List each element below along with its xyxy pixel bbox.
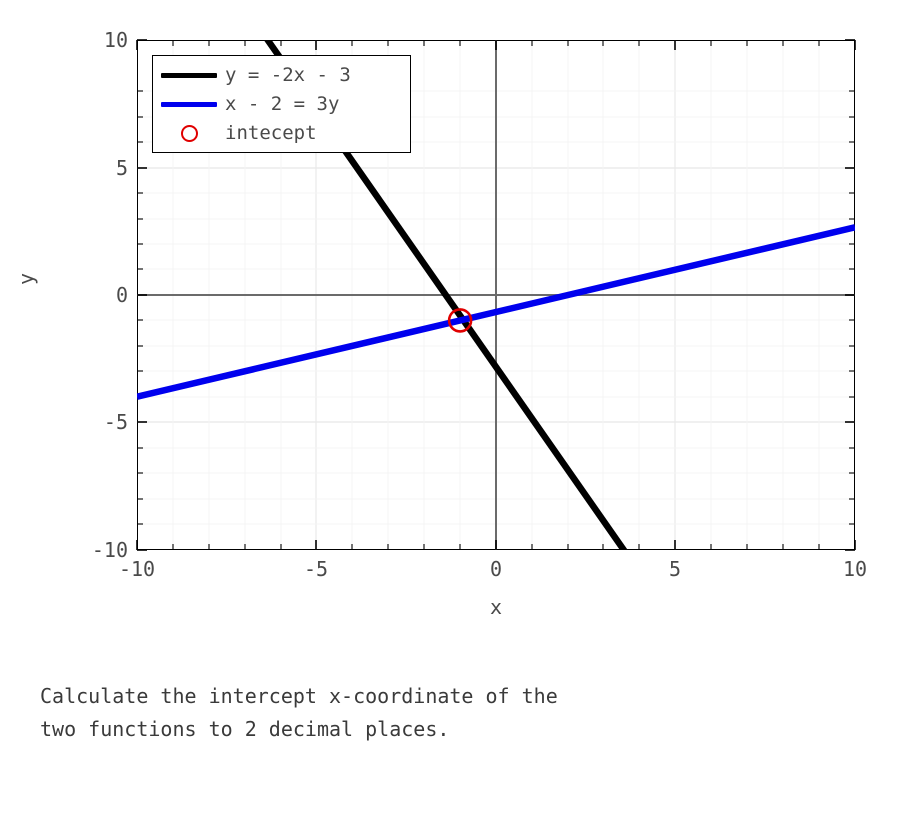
legend-item-black-line[interactable]: y = -2x - 3 bbox=[153, 60, 410, 90]
question-caption: Calculate the intercept x-coordinate of … bbox=[40, 684, 558, 741]
x-tick-label: 5 bbox=[668, 557, 682, 581]
x-tick-minus5: -5 bbox=[276, 558, 356, 580]
x-tick-5: 5 bbox=[635, 558, 715, 580]
y-tick-label: 10 bbox=[103, 28, 128, 52]
red-circle-marker-key bbox=[153, 124, 225, 142]
x-axis-title: x bbox=[489, 595, 503, 619]
x-tick-minus10: -10 bbox=[97, 558, 177, 580]
x-tick-10: 10 bbox=[815, 558, 895, 580]
x-tick-label: 0 bbox=[489, 557, 503, 581]
y-tick-label: 0 bbox=[115, 283, 128, 307]
blue-line-key bbox=[153, 101, 225, 107]
x-tick-0: 0 bbox=[456, 558, 536, 580]
x-tick-label: -10 bbox=[118, 557, 156, 581]
legend-item-blue-line[interactable]: x - 2 = 3y bbox=[153, 89, 410, 119]
legend-box: y = -2x - 3 x - 2 = 3y intecept bbox=[152, 55, 411, 153]
legend-label: intecept bbox=[225, 122, 317, 144]
y-tick-label: -10 bbox=[91, 538, 128, 562]
black-line-key bbox=[153, 72, 225, 78]
legend-item-intercept[interactable]: intecept bbox=[153, 118, 410, 148]
y-axis-title: y bbox=[14, 272, 38, 285]
legend-label: x - 2 = 3y bbox=[225, 93, 340, 115]
y-tick-label: 5 bbox=[115, 156, 128, 180]
legend-label: y = -2x - 3 bbox=[225, 64, 351, 86]
x-tick-label: 10 bbox=[842, 557, 868, 581]
x-tick-label: -5 bbox=[303, 557, 329, 581]
y-tick-label: -5 bbox=[103, 410, 128, 434]
